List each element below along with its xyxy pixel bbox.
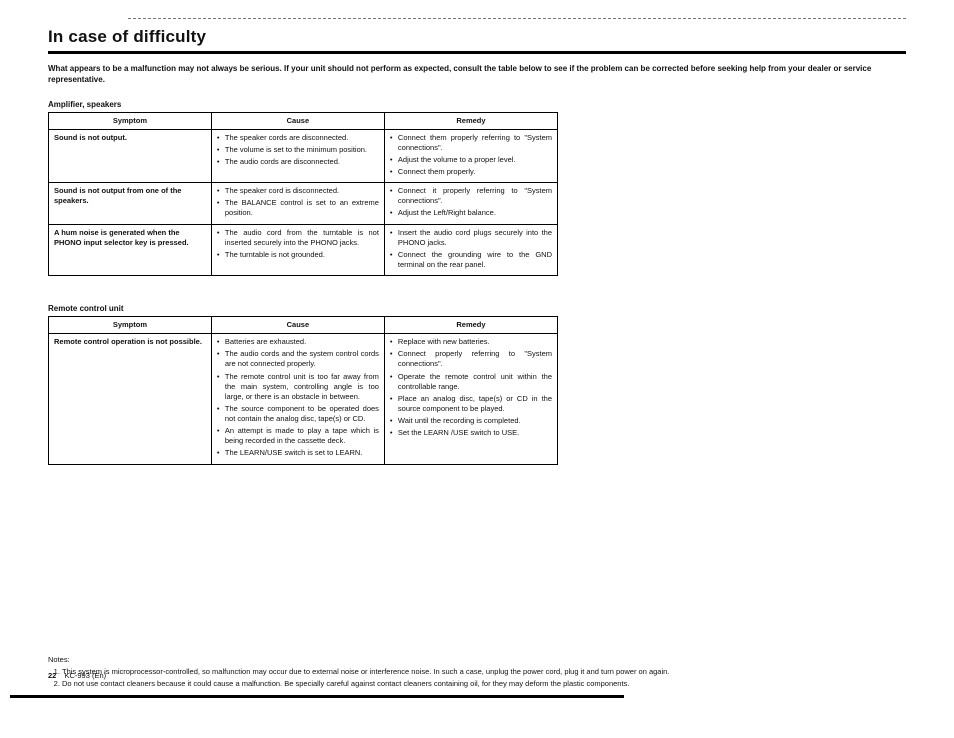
cause-item: The audio cords and the system control c… <box>217 349 379 369</box>
notes-block: Notes: This system is microprocessor-con… <box>48 655 906 689</box>
cause-cell: The audio cord from the turntable is not… <box>211 224 384 276</box>
remedy-cell: Insert the audio cord plugs securely int… <box>384 224 557 276</box>
symptom-cell: A hum noise is generated when the PHONO … <box>49 224 212 276</box>
page-title: In case of difficulty <box>48 27 906 47</box>
remedy-item: Wait until the recording is completed. <box>390 416 552 426</box>
remedy-item: Insert the audio cord plugs securely int… <box>390 228 552 248</box>
table-amplifier-speakers: Symptom Cause Remedy Sound is not output… <box>48 112 558 277</box>
table-header-row: Symptom Cause Remedy <box>49 112 558 129</box>
remedy-item: Operate the remote control unit within t… <box>390 372 552 392</box>
remedy-item: Adjust the volume to a proper level. <box>390 155 552 165</box>
col-remedy: Remedy <box>384 317 557 334</box>
table-row: Sound is not output from one of the spea… <box>49 183 558 224</box>
remedy-item: Connect them properly. <box>390 167 552 177</box>
remedy-item: Connect it properly referring to "System… <box>390 186 552 206</box>
cause-cell: The speaker cord is disconnected. The BA… <box>211 183 384 224</box>
col-symptom: Symptom <box>49 112 212 129</box>
note-item: Do not use contact cleaners because it c… <box>62 679 906 689</box>
section2-label: Remote control unit <box>48 304 906 313</box>
table-row: Sound is not output. The speaker cords a… <box>49 129 558 183</box>
table-row: Remote control operation is not possible… <box>49 334 558 464</box>
remedy-item: Connect the grounding wire to the GND te… <box>390 250 552 270</box>
remedy-cell: Connect them properly referring to "Syst… <box>384 129 557 183</box>
cause-item: The volume is set to the minimum positio… <box>217 145 379 155</box>
remedy-item: Place an analog disc, tape(s) or CD in t… <box>390 394 552 414</box>
note-item: This system is microprocessor-controlled… <box>62 667 906 677</box>
col-remedy: Remedy <box>384 112 557 129</box>
cause-cell: The speaker cords are disconnected. The … <box>211 129 384 183</box>
remedy-item: Connect properly referring to "System co… <box>390 349 552 369</box>
intro-text: What appears to be a malfunction may not… <box>48 64 906 86</box>
cause-item: Batteries are exhausted. <box>217 337 379 347</box>
cause-item: The speaker cords are disconnected. <box>217 133 379 143</box>
notes-heading: Notes: <box>48 655 906 665</box>
cause-cell: Batteries are exhausted. The audio cords… <box>211 334 384 464</box>
remedy-item: Replace with new batteries. <box>390 337 552 347</box>
cause-item: The turntable is not grounded. <box>217 250 379 260</box>
cause-item: An attempt is made to play a tape which … <box>217 426 379 446</box>
symptom-cell: Sound is not output from one of the spea… <box>49 183 212 224</box>
cause-item: The speaker cord is disconnected. <box>217 186 379 196</box>
title-rule <box>48 51 906 54</box>
cause-item: The source component to be operated does… <box>217 404 379 424</box>
section1-label: Amplifier, speakers <box>48 100 906 109</box>
manual-page: In case of difficulty What appears to be… <box>0 0 954 738</box>
cause-item: The audio cords are disconnected. <box>217 157 379 167</box>
table-remote-control: Symptom Cause Remedy Remote control oper… <box>48 316 558 465</box>
cause-item: The LEARN/USE switch is set to LEARN. <box>217 448 379 458</box>
page-number: 22 <box>48 671 56 680</box>
remedy-cell: Connect it properly referring to "System… <box>384 183 557 224</box>
remedy-item: Adjust the Left/Right balance. <box>390 208 552 218</box>
symptom-cell: Remote control operation is not possible… <box>49 334 212 464</box>
remedy-item: Connect them properly referring to "Syst… <box>390 133 552 153</box>
cause-item: The audio cord from the turntable is not… <box>217 228 379 248</box>
cause-item: The remote control unit is too far away … <box>217 372 379 402</box>
col-cause: Cause <box>211 317 384 334</box>
page-footer: 22 KC-993 (En) <box>48 671 106 680</box>
model-code: KC-993 (En) <box>64 671 106 680</box>
symptom-cell: Sound is not output. <box>49 129 212 183</box>
bottom-rule <box>10 695 624 698</box>
col-cause: Cause <box>211 112 384 129</box>
cause-item: The BALANCE control is set to an extreme… <box>217 198 379 218</box>
col-symptom: Symptom <box>49 317 212 334</box>
remedy-cell: Replace with new batteries. Connect prop… <box>384 334 557 464</box>
remedy-item: Set the LEARN /USE switch to USE. <box>390 428 552 438</box>
table-row: A hum noise is generated when the PHONO … <box>49 224 558 276</box>
top-dashed-rule <box>128 18 906 19</box>
table-header-row: Symptom Cause Remedy <box>49 317 558 334</box>
